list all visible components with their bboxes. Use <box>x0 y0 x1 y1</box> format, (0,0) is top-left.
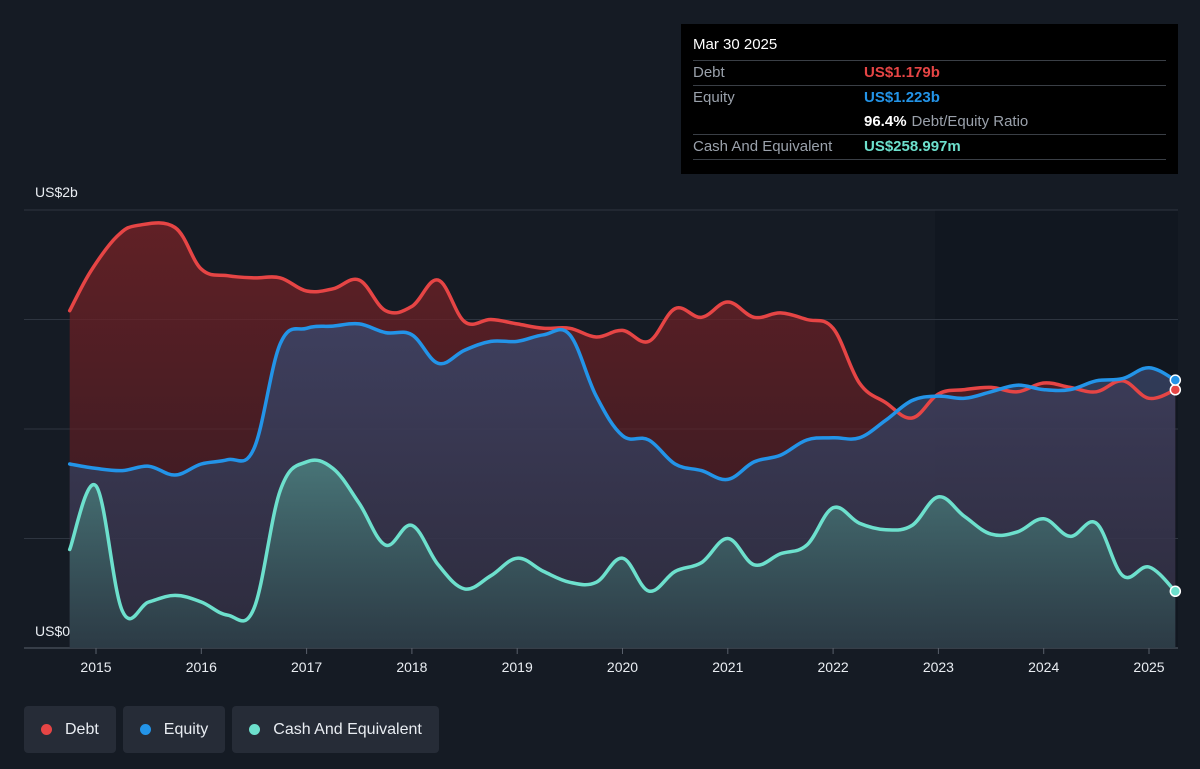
equity-dot-icon <box>139 724 151 735</box>
tooltip-panel: Mar 30 2025 Debt US$1.179b Equity US$1.2… <box>681 24 1178 174</box>
tooltip-equity-value: US$1.223b <box>864 89 940 106</box>
debt-marker <box>1169 384 1182 396</box>
tooltip-date: Mar 30 2025 <box>693 36 778 53</box>
legend-item-cash[interactable]: Cash And Equivalent <box>232 706 439 753</box>
y-axis-top-label: US$2b <box>35 184 78 200</box>
x-tick-label: 2018 <box>396 659 427 675</box>
tooltip-cash-label: Cash And Equivalent <box>693 138 833 155</box>
x-tick-label: 2023 <box>923 659 954 675</box>
cash-area <box>69 460 1176 648</box>
tooltip-ratio-label: Debt/Equity Ratio <box>911 113 1029 130</box>
legend-cash-label: Cash And Equivalent <box>273 720 422 738</box>
cash-dot-icon <box>249 724 261 735</box>
tooltip-row-equity: Equity US$1.223b <box>693 85 1166 110</box>
legend-item-debt[interactable]: Debt <box>24 706 116 753</box>
tooltip-equity-label: Equity <box>693 89 735 106</box>
x-tick-label: 2020 <box>607 659 638 675</box>
legend-debt-label: Debt <box>65 720 99 738</box>
y-axis-bottom-label: US$0 <box>35 623 70 639</box>
tooltip-row-ratio: 96.4% Debt/Equity Ratio <box>693 110 1166 134</box>
legend-item-equity[interactable]: Equity <box>122 706 226 753</box>
x-axis-ticks: 2015 2016 2017 2018 2019 2020 2021 2022 2023 2024… <box>80 648 1165 675</box>
cash-marker <box>1169 585 1182 598</box>
x-tick-label: 2017 <box>291 659 322 675</box>
x-tick-label: 2025 <box>1133 659 1164 675</box>
equity-line <box>67 321 1178 482</box>
x-tick-label: 2019 <box>502 659 533 675</box>
tooltip-row-cash: Cash And Equivalent US$258.997m <box>693 134 1166 159</box>
x-tick-label: 2022 <box>818 659 849 675</box>
legend-equity-label: Equity <box>163 720 209 738</box>
tooltip-ratio-value: 96.4% <box>864 113 907 130</box>
x-tick-label: 2021 <box>712 659 743 675</box>
hover-markers <box>1169 374 1182 598</box>
x-tick-label: 2016 <box>186 659 217 675</box>
debt-line <box>67 221 1178 420</box>
tooltip-debt-label: Debt <box>693 64 725 81</box>
x-tick-label: 2024 <box>1028 659 1059 675</box>
debt-equity-chart: 2015 2016 2017 2018 2019 2020 2021 2022 2023 2024… <box>24 184 1182 675</box>
cash-line <box>67 458 1178 623</box>
tooltip-cash-value: US$258.997m <box>864 138 961 155</box>
equity-marker <box>1169 374 1182 386</box>
tooltip-debt-value: US$1.179b <box>864 64 940 81</box>
series-lines <box>67 221 1178 623</box>
x-tick-label: 2015 <box>80 659 111 675</box>
legend: Debt Equity Cash And Equivalent <box>24 706 439 753</box>
debt-dot-icon <box>41 724 52 735</box>
tooltip-row-debt: Debt US$1.179b <box>693 60 1166 85</box>
